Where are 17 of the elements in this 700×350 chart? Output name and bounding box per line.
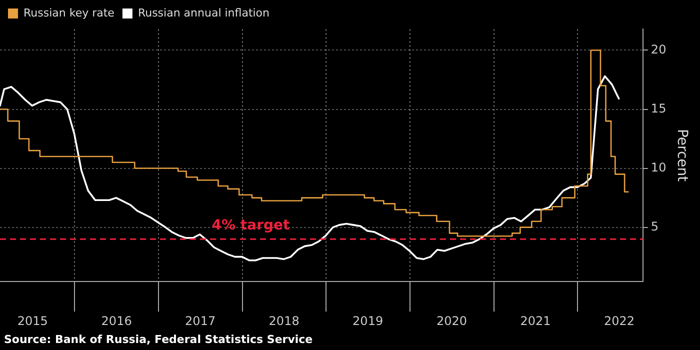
x-tick-label: 2018	[268, 314, 300, 328]
x-tick-label: 2021	[520, 314, 551, 328]
x-tick-label: 2015	[17, 314, 48, 328]
ref-line-label: 4% target	[212, 218, 290, 234]
y-tick-label: 10	[650, 160, 666, 174]
y-axis-title: Percent	[674, 128, 690, 182]
y-tick-label: 15	[650, 101, 666, 116]
source-note: Source: Bank of Russia, Federal Statistics Service	[4, 333, 313, 346]
legend-label: Russian annual inflation	[138, 6, 270, 20]
y-tick-label: 5	[650, 219, 659, 234]
y-tick-label: 20	[650, 42, 666, 56]
legend-label: Russian key rate	[24, 6, 115, 20]
x-tick-label: 2022	[604, 314, 635, 328]
x-tick-label: 2016	[101, 314, 132, 328]
x-tick-label: 2020	[436, 314, 468, 328]
x-tick-label: 2017	[185, 314, 216, 328]
x-tick-label: 2019	[352, 314, 384, 328]
